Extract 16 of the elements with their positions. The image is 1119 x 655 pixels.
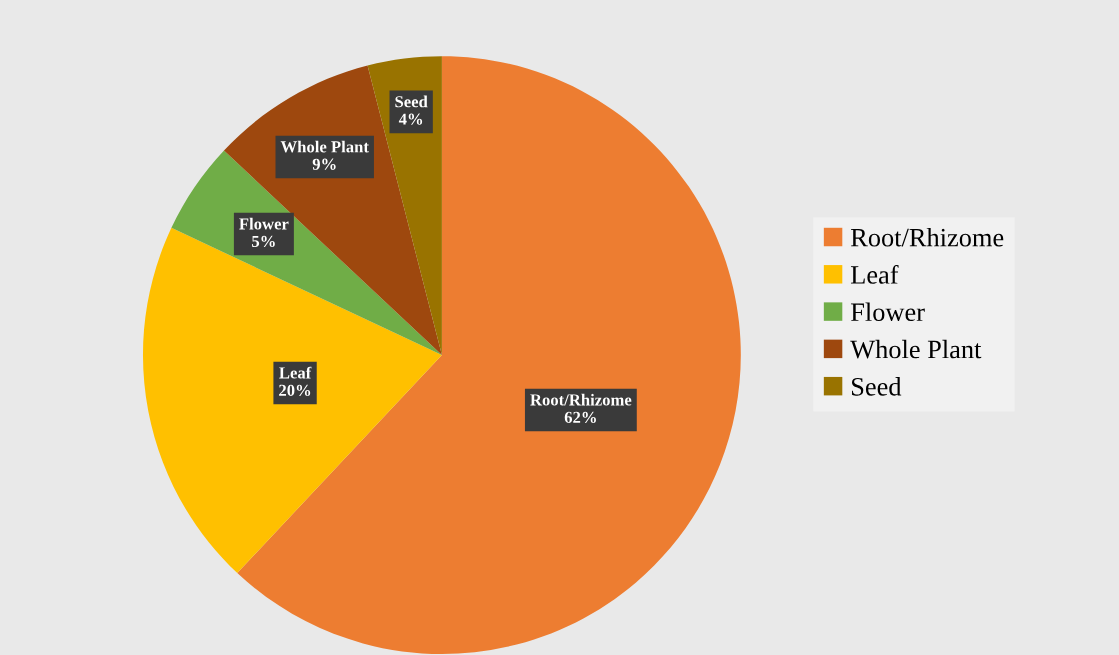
slice-label: Flower [239,217,289,230]
data-label: 5% [252,235,275,248]
legend-label: Whole Plant [850,339,982,359]
data-label: 20% [279,384,311,397]
legend-label: Flower [850,302,925,322]
slice-label: Root/Rhizome [530,393,632,406]
legend-label: Seed [851,377,902,396]
slice-label: Whole Plant [280,140,369,153]
data-label: 9% [312,158,336,170]
pie-slice [237,56,741,654]
slice-label: Seed [395,95,428,108]
data-label: 62% [564,411,596,424]
slice-label: Leaf [279,366,312,379]
legend-label: Root/Rhizome [850,227,1004,247]
data-label: 4% [398,113,423,125]
legend-label: Leaf [850,264,899,284]
